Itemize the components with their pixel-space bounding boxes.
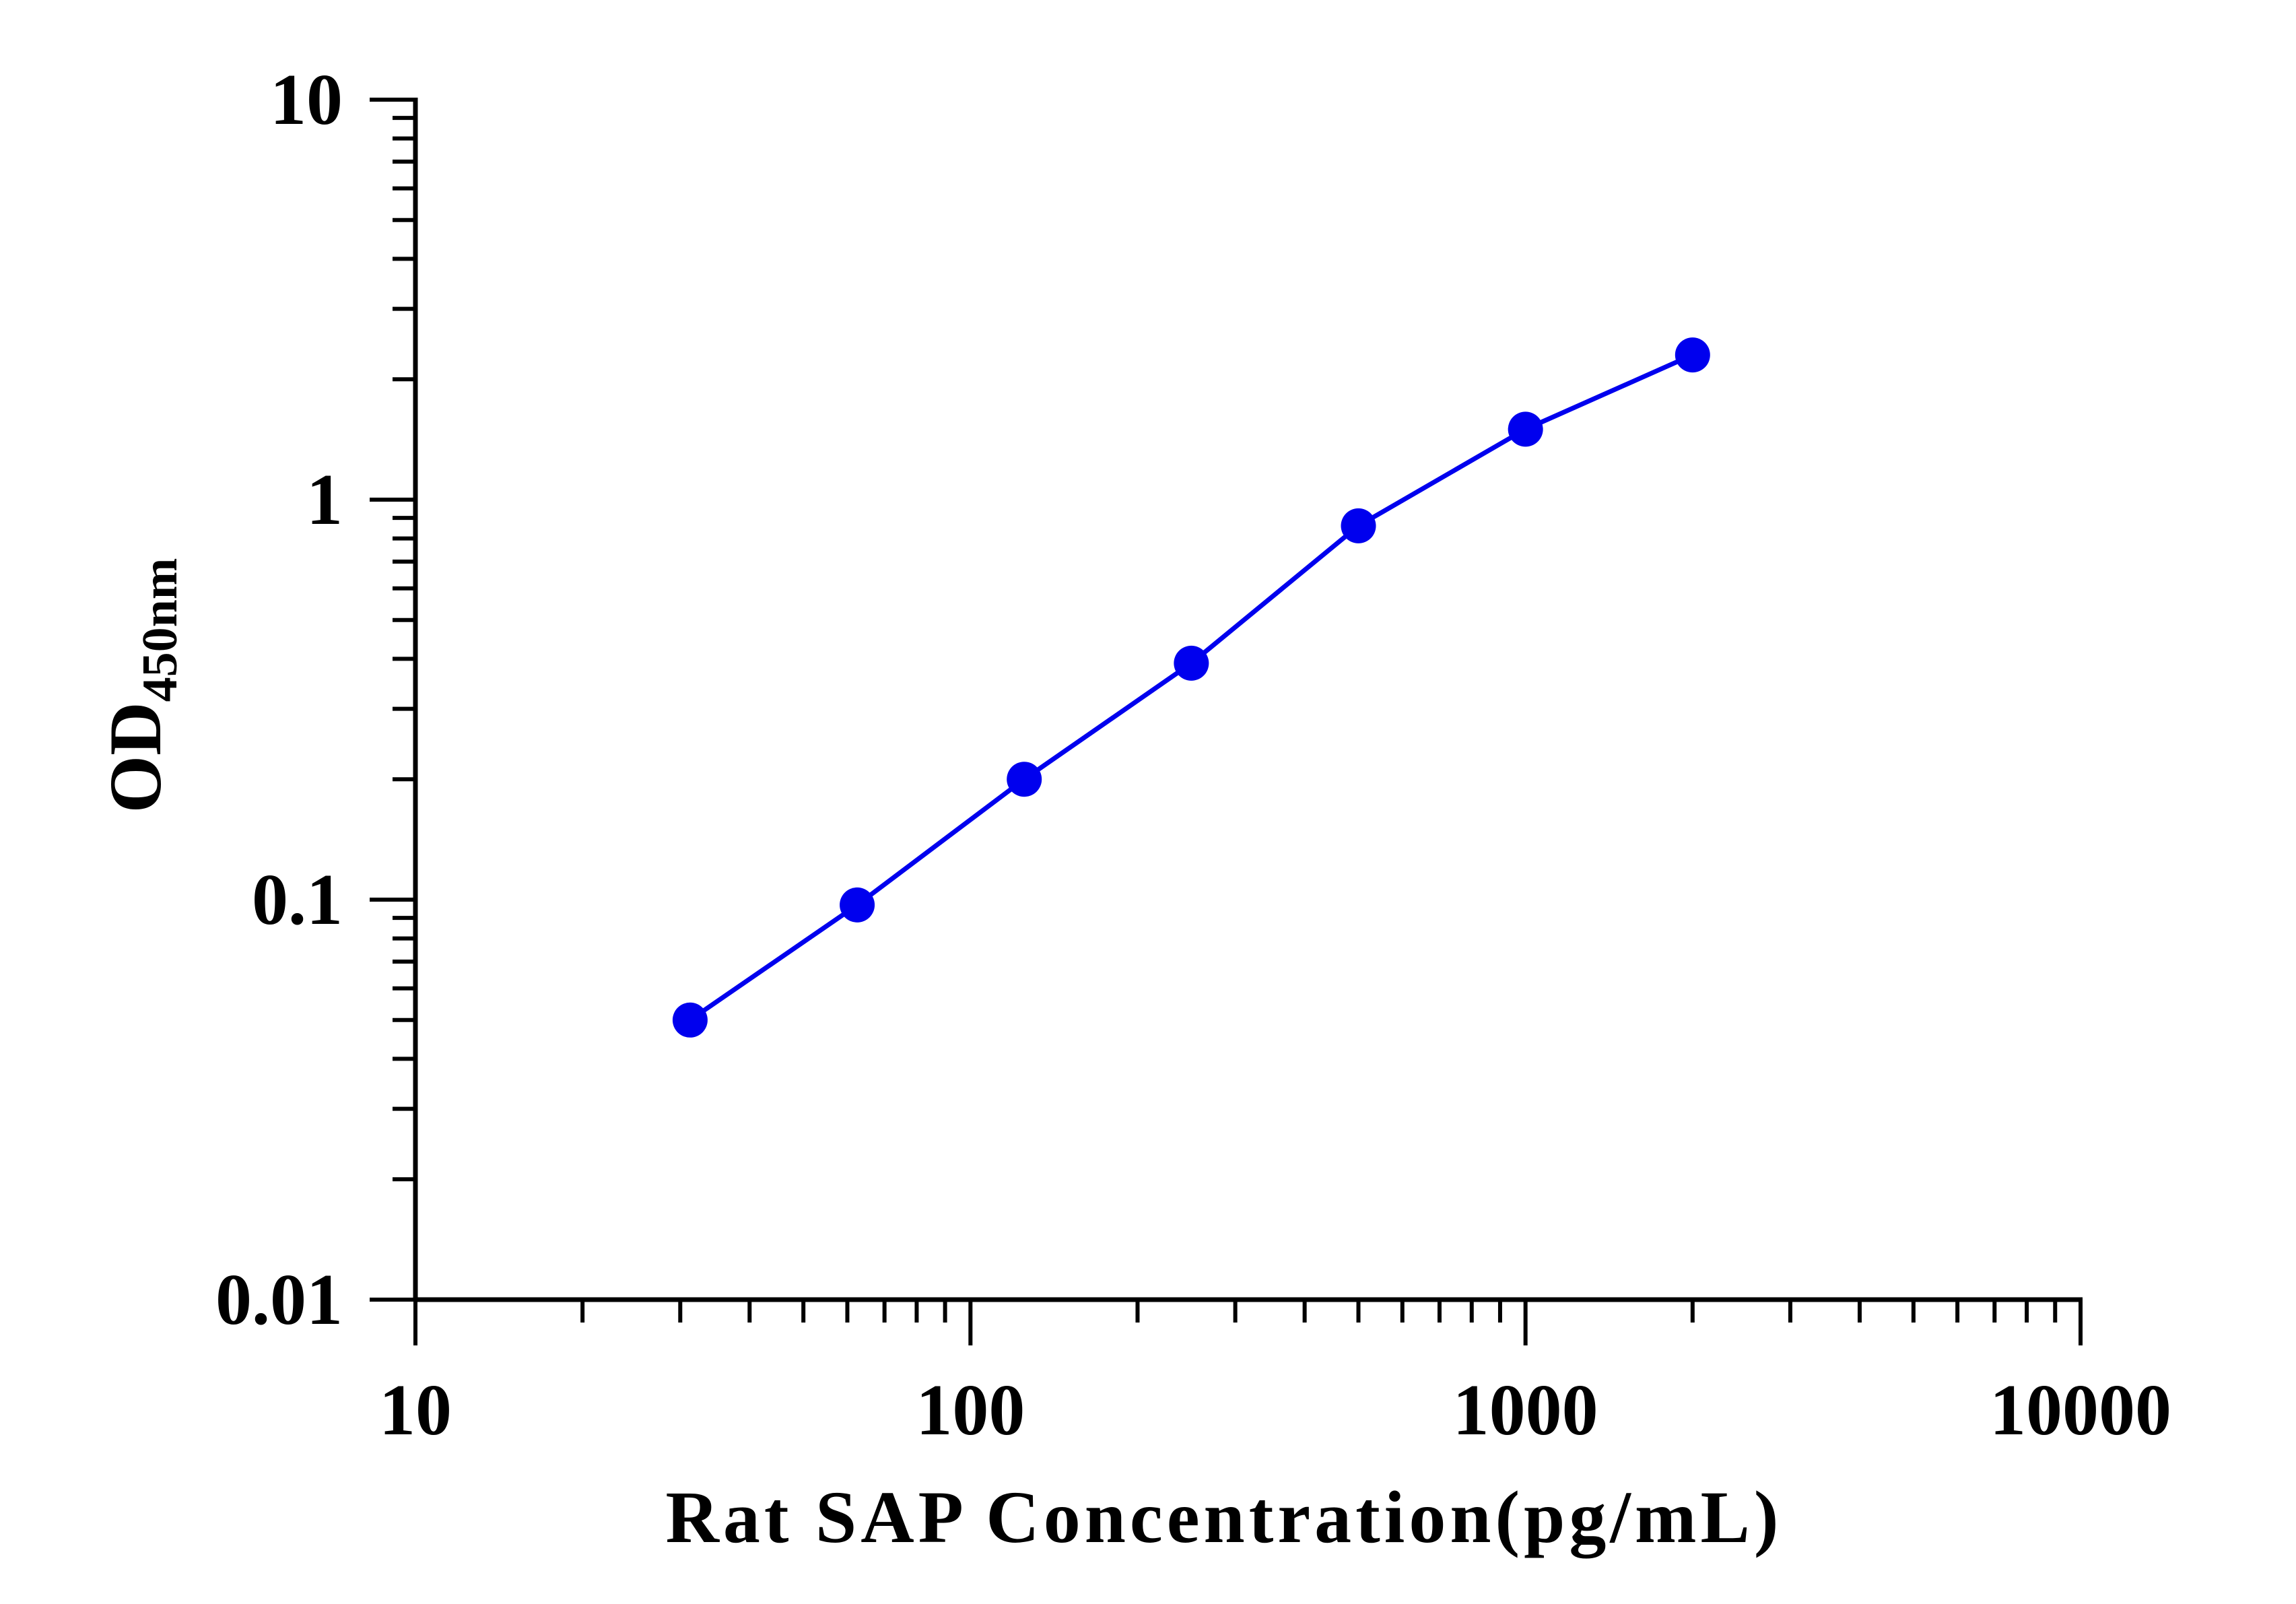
series-layer [672,337,1710,1038]
data-point [840,887,875,923]
data-point [1174,645,1209,681]
x-tick-label: 100 [916,1370,1025,1450]
y-tick-label: 0.01 [215,1260,343,1340]
data-point [1007,762,1042,797]
axes [413,98,2083,1302]
y-tick-label: 1 [306,460,343,540]
tick-labels: 0.01 0.1 1 10 10 100 1000 10000 [215,60,2171,1450]
data-point [1508,411,1543,447]
x-tick-label: 10 [379,1370,452,1450]
y-tick-label: 10 [270,60,343,140]
y-tick-label: 0.1 [252,860,343,940]
y-axis-title-subscript: 450nm [133,558,188,702]
x-tick-label: 10000 [1990,1370,2171,1450]
y-axis-title: OD450nm [94,558,188,813]
y-axis-title-main: OD [94,702,176,813]
x-tick-label: 1000 [1453,1370,1598,1450]
data-point [1341,508,1376,543]
x-axis-title: Rat SAP Concentration(pg/mL) [665,1476,1782,1558]
data-point [1675,337,1710,373]
data-point [672,1002,708,1038]
series-line [688,352,1694,1022]
ticks [370,98,2083,1345]
